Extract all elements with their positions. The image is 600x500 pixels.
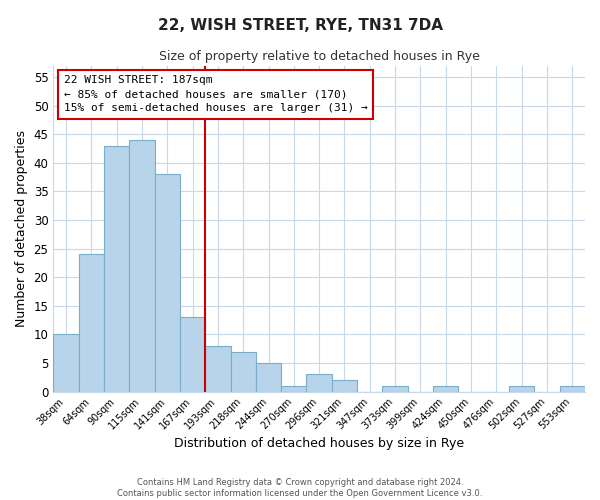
Y-axis label: Number of detached properties: Number of detached properties (15, 130, 28, 327)
Bar (180, 317, 205, 392)
Bar (433, 386, 458, 392)
Bar (509, 386, 535, 392)
Bar (382, 386, 408, 392)
Bar (307, 374, 332, 392)
Bar (256, 363, 281, 392)
Title: Size of property relative to detached houses in Rye: Size of property relative to detached ho… (159, 50, 479, 63)
Bar (205, 346, 230, 392)
X-axis label: Distribution of detached houses by size in Rye: Distribution of detached houses by size … (174, 437, 464, 450)
Bar (560, 386, 585, 392)
Text: Contains HM Land Registry data © Crown copyright and database right 2024.
Contai: Contains HM Land Registry data © Crown c… (118, 478, 482, 498)
Text: 22, WISH STREET, RYE, TN31 7DA: 22, WISH STREET, RYE, TN31 7DA (157, 18, 443, 32)
Bar (230, 352, 256, 392)
Bar (332, 380, 357, 392)
Bar (104, 146, 129, 392)
Bar (79, 254, 104, 392)
Bar (281, 386, 307, 392)
Bar (155, 174, 180, 392)
Text: 22 WISH STREET: 187sqm
← 85% of detached houses are smaller (170)
15% of semi-de: 22 WISH STREET: 187sqm ← 85% of detached… (64, 76, 368, 114)
Bar (129, 140, 155, 392)
Bar (53, 334, 79, 392)
